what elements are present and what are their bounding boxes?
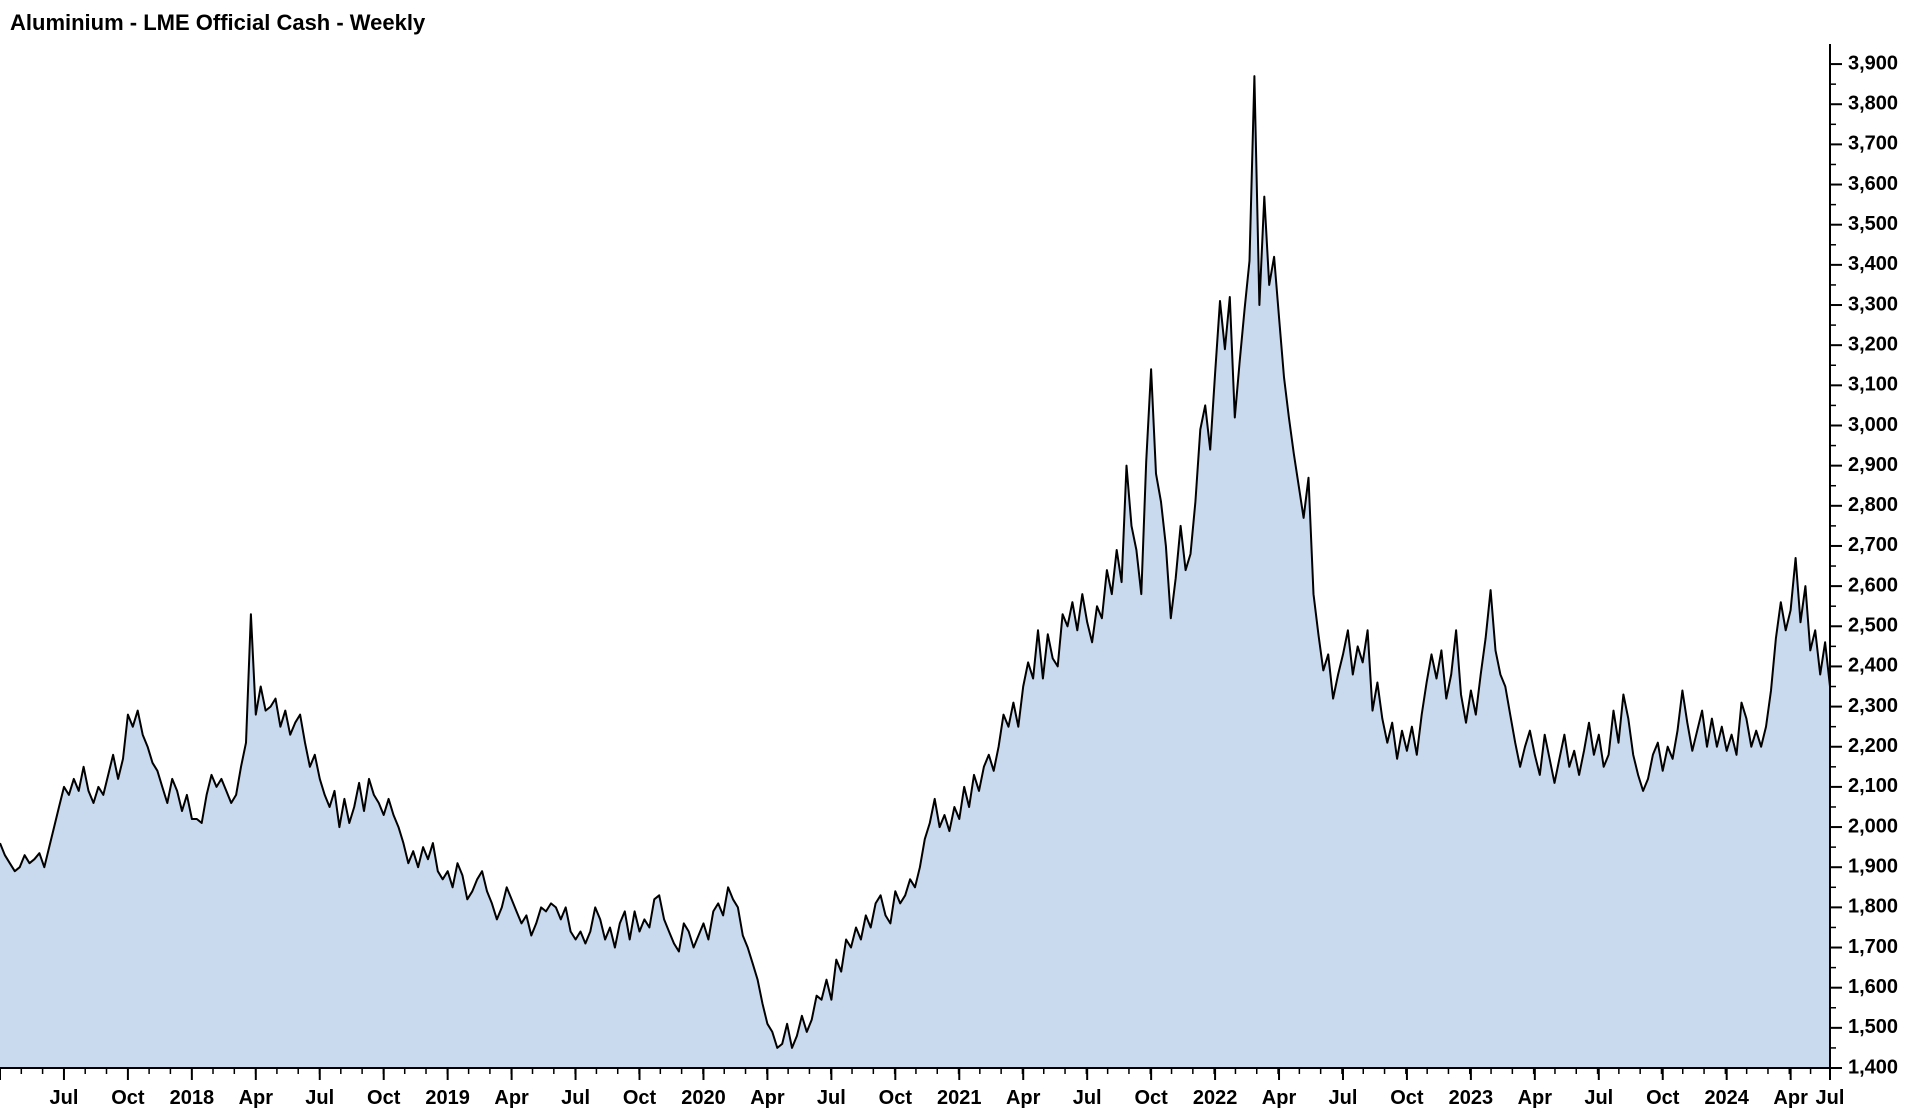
y-tick-label: 3,400 bbox=[1848, 253, 1898, 275]
x-tick-label: Jul bbox=[561, 1087, 590, 1109]
chart-svg: 1,400 1,500 1,600 1,700 1,800 1,900 2,000 2,100… bbox=[0, 0, 1920, 1120]
x-tick-label: 2021 bbox=[937, 1087, 982, 1109]
x-tick-label: Oct bbox=[367, 1087, 401, 1109]
y-tick-label: 2,500 bbox=[1848, 615, 1898, 637]
x-tick-label: Apr bbox=[1006, 1087, 1041, 1109]
x-tick-label: 2019 bbox=[425, 1087, 470, 1109]
y-tick-label: 3,300 bbox=[1848, 293, 1898, 315]
y-tick-label: 1,800 bbox=[1848, 896, 1898, 918]
x-tick-label: 2018 bbox=[170, 1087, 215, 1109]
y-tick-label: 3,700 bbox=[1848, 133, 1898, 155]
x-tick-label: Oct bbox=[1646, 1087, 1680, 1109]
x-tick-label: Apr bbox=[750, 1087, 785, 1109]
x-tick-label: 2023 bbox=[1449, 1087, 1494, 1109]
x-tick-label: Apr bbox=[494, 1087, 529, 1109]
x-tick-label: Oct bbox=[623, 1087, 657, 1109]
x-tick-label: 2020 bbox=[681, 1087, 726, 1109]
y-tick-label: 1,400 bbox=[1848, 1056, 1898, 1078]
y-tick-label: 2,100 bbox=[1848, 775, 1898, 797]
x-tick-label: Oct bbox=[111, 1087, 145, 1109]
x-tick-label: Jul bbox=[1584, 1087, 1613, 1109]
x-tick-label: Oct bbox=[1134, 1087, 1168, 1109]
x-tick-label: Oct bbox=[879, 1087, 913, 1109]
y-tick-label: 3,200 bbox=[1848, 333, 1898, 355]
y-tick-label: 2,800 bbox=[1848, 494, 1898, 516]
y-tick-label: 3,100 bbox=[1848, 374, 1898, 396]
x-tick-label: Oct bbox=[1390, 1087, 1424, 1109]
y-tick-label: 2,400 bbox=[1848, 655, 1898, 677]
y-tick-label: 3,000 bbox=[1848, 414, 1898, 436]
y-tick-label: 1,500 bbox=[1848, 1016, 1898, 1038]
x-tick-label: Jul bbox=[1073, 1087, 1102, 1109]
y-tick-label: 2,000 bbox=[1848, 815, 1898, 837]
y-tick-label: 3,600 bbox=[1848, 173, 1898, 195]
y-tick-label: 2,300 bbox=[1848, 695, 1898, 717]
x-tick-label: Jul bbox=[49, 1087, 78, 1109]
x-tick-label: Apr bbox=[1262, 1087, 1297, 1109]
y-tick-label: 3,800 bbox=[1848, 93, 1898, 115]
x-tick-label: Jul bbox=[1816, 1087, 1845, 1109]
chart-title: Aluminium - LME Official Cash - Weekly bbox=[10, 10, 426, 35]
y-tick-label: 1,900 bbox=[1848, 855, 1898, 877]
x-tick-label: Jul bbox=[817, 1087, 846, 1109]
y-tick-label: 3,900 bbox=[1848, 52, 1898, 74]
y-tick-label: 1,700 bbox=[1848, 936, 1898, 958]
x-tick-label: Apr bbox=[1518, 1087, 1553, 1109]
x-tick-label: Apr bbox=[1773, 1087, 1808, 1109]
x-tick-label: Jul bbox=[1329, 1087, 1358, 1109]
x-tick-label: 2024 bbox=[1704, 1087, 1749, 1109]
x-tick-label: Jul bbox=[305, 1087, 334, 1109]
x-tick-label: Apr bbox=[239, 1087, 274, 1109]
y-tick-label: 2,600 bbox=[1848, 574, 1898, 596]
price-chart: 1,400 1,500 1,600 1,700 1,800 1,900 2,000 2,100… bbox=[0, 0, 1920, 1120]
x-tick-label: 2022 bbox=[1193, 1087, 1238, 1109]
y-tick-label: 1,600 bbox=[1848, 976, 1898, 998]
y-tick-label: 3,500 bbox=[1848, 213, 1898, 235]
y-tick-label: 2,700 bbox=[1848, 534, 1898, 556]
y-tick-label: 2,200 bbox=[1848, 735, 1898, 757]
y-tick-label: 2,900 bbox=[1848, 454, 1898, 476]
